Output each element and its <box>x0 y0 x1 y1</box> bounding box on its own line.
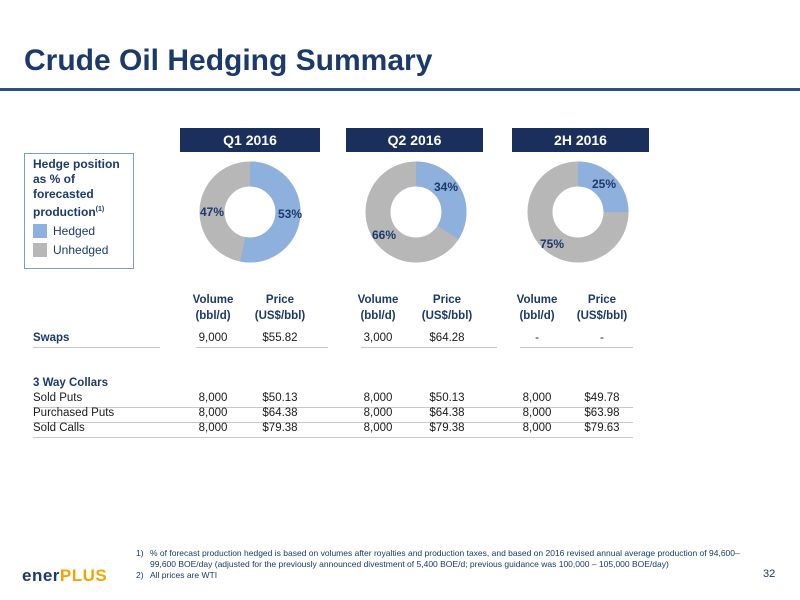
col-head-price-q2: Price (US$/bbl) <box>421 294 473 322</box>
period-header-q2: Q2 2016 <box>346 128 483 152</box>
legend-item-unhedged: Unhedged <box>33 243 108 257</box>
table-cell: 8,000 <box>198 422 228 434</box>
table-cell: 8,000 <box>198 407 228 419</box>
legend-title-note: (1) <box>95 206 105 213</box>
q1-hedged-pct: 53% <box>278 207 303 221</box>
table-section-collars: 3 Way Collars <box>33 377 633 392</box>
legend-unhedged-label: Unhedged <box>53 243 109 257</box>
q2-unhedged-pct: 66% <box>372 228 397 242</box>
table-cell: $64.28 <box>429 332 465 344</box>
footnote-number: 2) <box>136 570 144 580</box>
table-cell: $79.63 <box>584 422 620 434</box>
table-cell: $64.38 <box>262 407 298 419</box>
table-cell: 8,000 <box>198 392 228 404</box>
footnote-number: 1) <box>136 548 144 558</box>
col-head-price-2h: Price (US$/bbl) <box>576 294 628 322</box>
donut-chart-q2 <box>365 161 467 263</box>
row-label: Swaps <box>33 332 70 344</box>
table-cell: - <box>535 332 539 344</box>
col-head-volume-q2: Volume (bbl/d) <box>357 294 399 322</box>
footnote-text: All prices are WTI <box>150 570 218 580</box>
footnotes: 1) % of forecast production hedged is ba… <box>136 548 756 581</box>
table-cell: 8,000 <box>522 392 552 404</box>
table-cell: - <box>600 332 604 344</box>
2h-unhedged-pct: 75% <box>540 237 565 251</box>
row-label: Sold Calls <box>33 422 85 434</box>
page-number: 32 <box>763 568 776 580</box>
table-cell: $50.13 <box>429 392 465 404</box>
table-cell: 8,000 <box>363 407 393 419</box>
table-cell: 8,000 <box>363 392 393 404</box>
hedged-swatch <box>33 224 47 238</box>
donut-q1-hedged-arc <box>199 161 301 263</box>
table-row-swaps: Swaps 9,000 $55.82 3,000 $64.28 - - <box>33 332 633 348</box>
row-divider <box>33 407 633 408</box>
2h-hedged-pct: 25% <box>592 177 617 191</box>
footnote-text: % of forecast production hedged is based… <box>150 548 740 569</box>
table-cell: 8,000 <box>522 407 552 419</box>
row-divider <box>33 437 633 438</box>
footnote-2: 2) All prices are WTI <box>136 570 756 581</box>
section-heading: 3 Way Collars <box>33 377 108 389</box>
table-cell: $79.38 <box>429 422 465 434</box>
table-row-sold-calls: Sold Calls 8,000 $79.38 8,000 $79.38 8,0… <box>33 422 633 438</box>
period-header-2h: 2H 2016 <box>512 128 649 152</box>
row-divider <box>33 422 633 423</box>
table-cell: 9,000 <box>198 332 228 344</box>
table-row-purchased-puts: Purchased Puts 8,000 $64.38 8,000 $64.38… <box>33 407 633 423</box>
table-cell: $55.82 <box>262 332 298 344</box>
col-head-volume-2h: Volume (bbl/d) <box>516 294 558 322</box>
donut-2h-hedged-arc <box>527 161 629 263</box>
legend-hedged-label: Hedged <box>53 224 96 238</box>
legend-title-text: Hedge position as % of forecasted produc… <box>33 157 120 219</box>
table-cell: 3,000 <box>363 332 393 344</box>
hedge-legend: Hedge position as % of forecasted produc… <box>24 153 134 269</box>
legend-title: Hedge position as % of forecasted produc… <box>33 157 133 220</box>
table-cell: $49.78 <box>584 392 620 404</box>
table-row-sold-puts: Sold Puts 8,000 $50.13 8,000 $50.13 8,00… <box>33 392 633 408</box>
period-header-q1: Q1 2016 <box>180 128 320 152</box>
donut-chart-q1 <box>199 161 301 263</box>
table-cell: $50.13 <box>262 392 298 404</box>
table-cell: 8,000 <box>522 422 552 434</box>
legend-item-hedged: Hedged <box>33 224 95 238</box>
q1-unhedged-pct: 47% <box>200 205 225 219</box>
donut-chart-2h <box>527 161 629 263</box>
row-divider <box>520 347 633 348</box>
table-cell: $63.98 <box>584 407 620 419</box>
row-label: Purchased Puts <box>33 407 115 419</box>
page-title: Crude Oil Hedging Summary <box>24 44 433 77</box>
table-cell: 8,000 <box>363 422 393 434</box>
table-cell: $64.38 <box>429 407 465 419</box>
col-head-price-q1: Price (US$/bbl) <box>254 294 306 322</box>
row-divider <box>196 347 328 348</box>
row-label: Sold Puts <box>33 392 83 404</box>
donut-q2-hedged-arc <box>365 161 467 263</box>
table-cell: $79.38 <box>262 422 298 434</box>
title-rule <box>0 88 800 91</box>
q2-hedged-pct: 34% <box>434 180 459 194</box>
row-divider <box>361 347 497 348</box>
footnote-1: 1) % of forecast production hedged is ba… <box>136 548 756 570</box>
enerplus-logo: enerPLUS <box>22 566 108 585</box>
row-divider <box>33 347 160 348</box>
unhedged-swatch <box>33 243 47 257</box>
col-head-volume-q1: Volume (bbl/d) <box>192 294 234 322</box>
